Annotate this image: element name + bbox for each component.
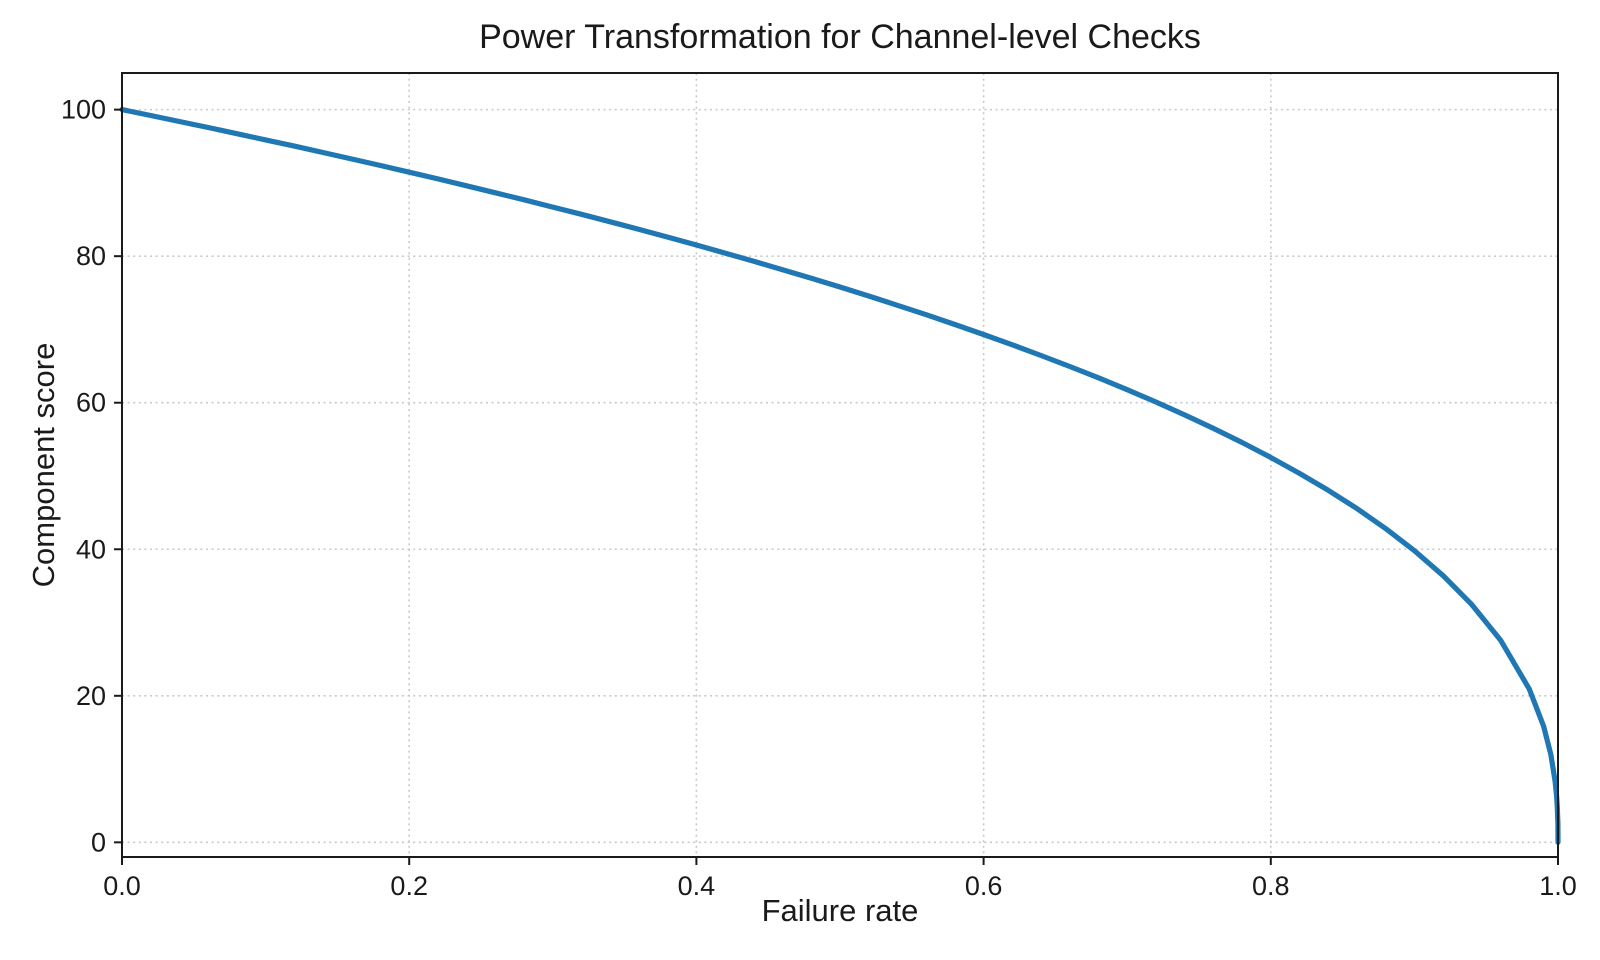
x-tick-label: 0.8	[1252, 871, 1290, 901]
y-tick-label: 40	[76, 534, 106, 564]
chart-title: Power Transformation for Channel-level C…	[479, 18, 1201, 56]
x-tick-label: 0.2	[390, 871, 428, 901]
y-tick-label: 20	[76, 681, 106, 711]
plot-border	[121, 72, 1559, 858]
x-tick-label: 0.0	[103, 871, 141, 901]
x-tick-label: 0.4	[678, 871, 716, 901]
y-tick-label: 100	[61, 95, 106, 125]
power-curve-line	[119, 107, 1561, 845]
x-tick-label: 0.6	[965, 871, 1003, 901]
y-tick-label: 80	[76, 241, 106, 271]
x-axis-label: Failure rate	[761, 893, 919, 928]
x-tick-label: 1.0	[1539, 871, 1577, 901]
y-tick-label: 60	[76, 388, 106, 418]
y-tick-label: 0	[91, 827, 106, 857]
